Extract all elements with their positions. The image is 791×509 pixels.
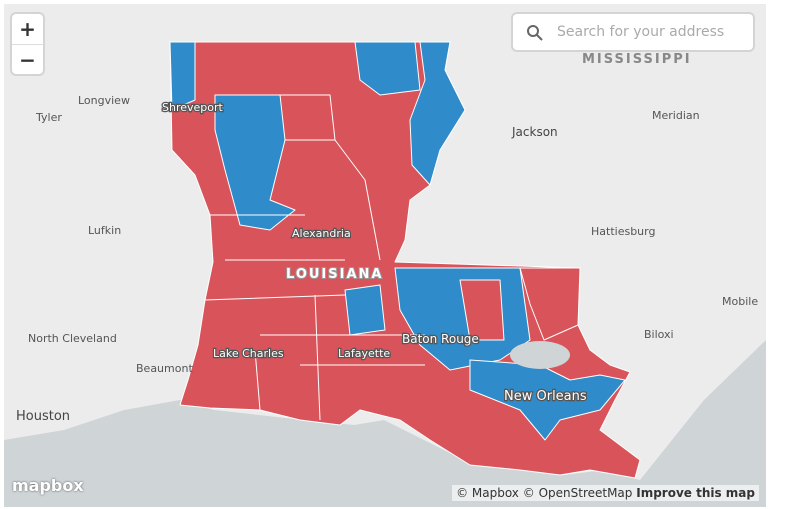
search-box[interactable]: Search for your address xyxy=(513,14,753,50)
mapbox-logo[interactable]: mapbox xyxy=(12,476,84,495)
attribution-link[interactable]: © Mapbox xyxy=(456,486,519,500)
attribution-link[interactable]: © OpenStreetMap xyxy=(522,486,633,500)
city-label: Houston xyxy=(16,409,70,424)
city-label: New Orleans xyxy=(504,389,587,404)
zoom-out-button[interactable]: − xyxy=(19,48,36,72)
improve-link[interactable]: Improve this map xyxy=(636,486,755,500)
city-label: Longview xyxy=(78,94,130,107)
parish-red xyxy=(519,267,581,341)
state-label: MISSISSIPPI xyxy=(582,52,692,67)
search-icon xyxy=(527,25,543,41)
parish-blue xyxy=(469,359,626,441)
search-placeholder: Search for your address xyxy=(557,24,725,40)
city-label: Lake Charles xyxy=(213,347,284,360)
map: MISSISSIPPI LOUISIANA Longview Tyler Shr… xyxy=(4,4,766,507)
attribution: © Mapbox © OpenStreetMap Improve this ma… xyxy=(452,485,759,501)
gulf xyxy=(4,340,766,507)
city-label: Meridian xyxy=(652,109,700,122)
city-label: Lafayette xyxy=(338,347,390,360)
parish-blue xyxy=(169,41,196,111)
city-label: Biloxi xyxy=(644,328,674,341)
parish-blue xyxy=(354,41,421,96)
parish-blue xyxy=(409,41,466,186)
city-label: Mobile xyxy=(722,295,758,308)
city-label: Lufkin xyxy=(88,224,121,237)
city-label: Tyler xyxy=(35,111,62,124)
city-label: Beaumont xyxy=(136,362,193,375)
parish-red xyxy=(459,279,505,341)
city-label: North Cleveland xyxy=(28,332,117,345)
city-label: Shreveport xyxy=(162,101,224,114)
lake xyxy=(510,341,570,369)
parish-blue xyxy=(344,284,386,336)
city-label: Jackson xyxy=(511,125,558,139)
parish-border xyxy=(204,94,425,421)
city-label: Baton Rouge xyxy=(402,332,479,346)
city-label: Alexandria xyxy=(292,227,351,240)
state-label: LOUISIANA xyxy=(286,267,383,282)
zoom-controls: + − xyxy=(12,14,43,74)
parish-blue xyxy=(214,94,296,231)
zoom-in-button[interactable]: + xyxy=(12,14,43,45)
city-label: Hattiesburg xyxy=(591,225,655,238)
